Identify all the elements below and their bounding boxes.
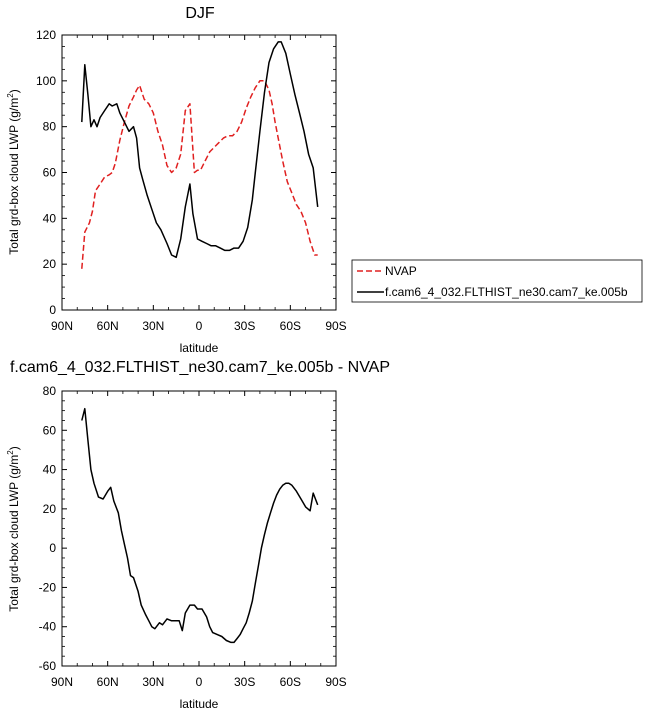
top-plot-frame [61, 34, 337, 311]
top-x-tick-label: 30N [142, 319, 164, 333]
top-y-tick-label: 60 [43, 166, 57, 180]
top-x-tick-label: 60S [280, 319, 301, 333]
bot-y-tick-label: 20 [43, 502, 57, 516]
bot-x-tick-label: 0 [196, 675, 203, 689]
top-x-tick-label: 60N [97, 319, 119, 333]
legend-label-nvap: NVAP [385, 264, 417, 278]
top-y-tick-label: 120 [36, 28, 56, 42]
top-chart-title: DJF [185, 5, 215, 22]
bot-x-tick-label: 60N [97, 675, 119, 689]
bot-x-tick-label: 60S [280, 675, 301, 689]
top-panel: DJF 90N 60N 30N 0 30S 60S 90S 020406080100120 … [6, 5, 347, 355]
top-series-line-1 [81, 41, 319, 259]
bot-y-tick-label: 40 [43, 463, 57, 477]
top-x-tick-label: 90N [51, 319, 73, 333]
bot-y-tick-label: 0 [49, 541, 56, 555]
bot-y-tick-label: -20 [39, 580, 57, 594]
bot-series-line-0 [81, 407, 319, 644]
top-y-tick-label: 80 [43, 120, 57, 134]
bot-y-tick-label: 80 [43, 384, 57, 398]
top-y-tick-label: 40 [43, 211, 57, 225]
bot-x-tick-label: 30S [234, 675, 255, 689]
legend: NVAP f.cam6_4_032.FLTHIST_ne30.cam7_ke.0… [351, 259, 643, 303]
bot-y-tick-label: -60 [39, 659, 57, 673]
legend-label-model: f.cam6_4_032.FLTHIST_ne30.cam7_ke.005b [385, 285, 628, 299]
bottom-x-axis-label: latitude [180, 697, 219, 711]
bot-x-tick-label: 90S [325, 675, 346, 689]
bottom-plot-frame [61, 390, 337, 667]
bottom-panel: f.cam6_4_032.FLTHIST_ne30.cam7_ke.005b -… [6, 359, 390, 711]
bottom-chart-title: f.cam6_4_032.FLTHIST_ne30.cam7_ke.005b -… [10, 359, 390, 376]
legend-box [351, 259, 643, 303]
top-x-tick-label: 30S [234, 319, 255, 333]
top-x-tick-label: 90S [325, 319, 346, 333]
bot-x-tick-label: 90N [51, 675, 73, 689]
bottom-y-axis-label: Total grd-box cloud LWP (g/m2) [6, 446, 21, 611]
bot-y-tick-label: 60 [43, 423, 57, 437]
top-x-tick-label: 0 [196, 319, 203, 333]
top-series-line-0 [81, 80, 318, 269]
top-y-tick-label: 100 [36, 74, 56, 88]
top-y-tick-label: 20 [43, 257, 57, 271]
bot-x-tick-label: 30N [142, 675, 164, 689]
bot-y-tick-label: -40 [39, 620, 57, 634]
top-y-axis-label: Total grd-box cloud LWP (g/m2) [6, 89, 21, 254]
top-y-tick-label: 0 [49, 303, 56, 317]
top-x-axis-label: latitude [180, 341, 219, 355]
